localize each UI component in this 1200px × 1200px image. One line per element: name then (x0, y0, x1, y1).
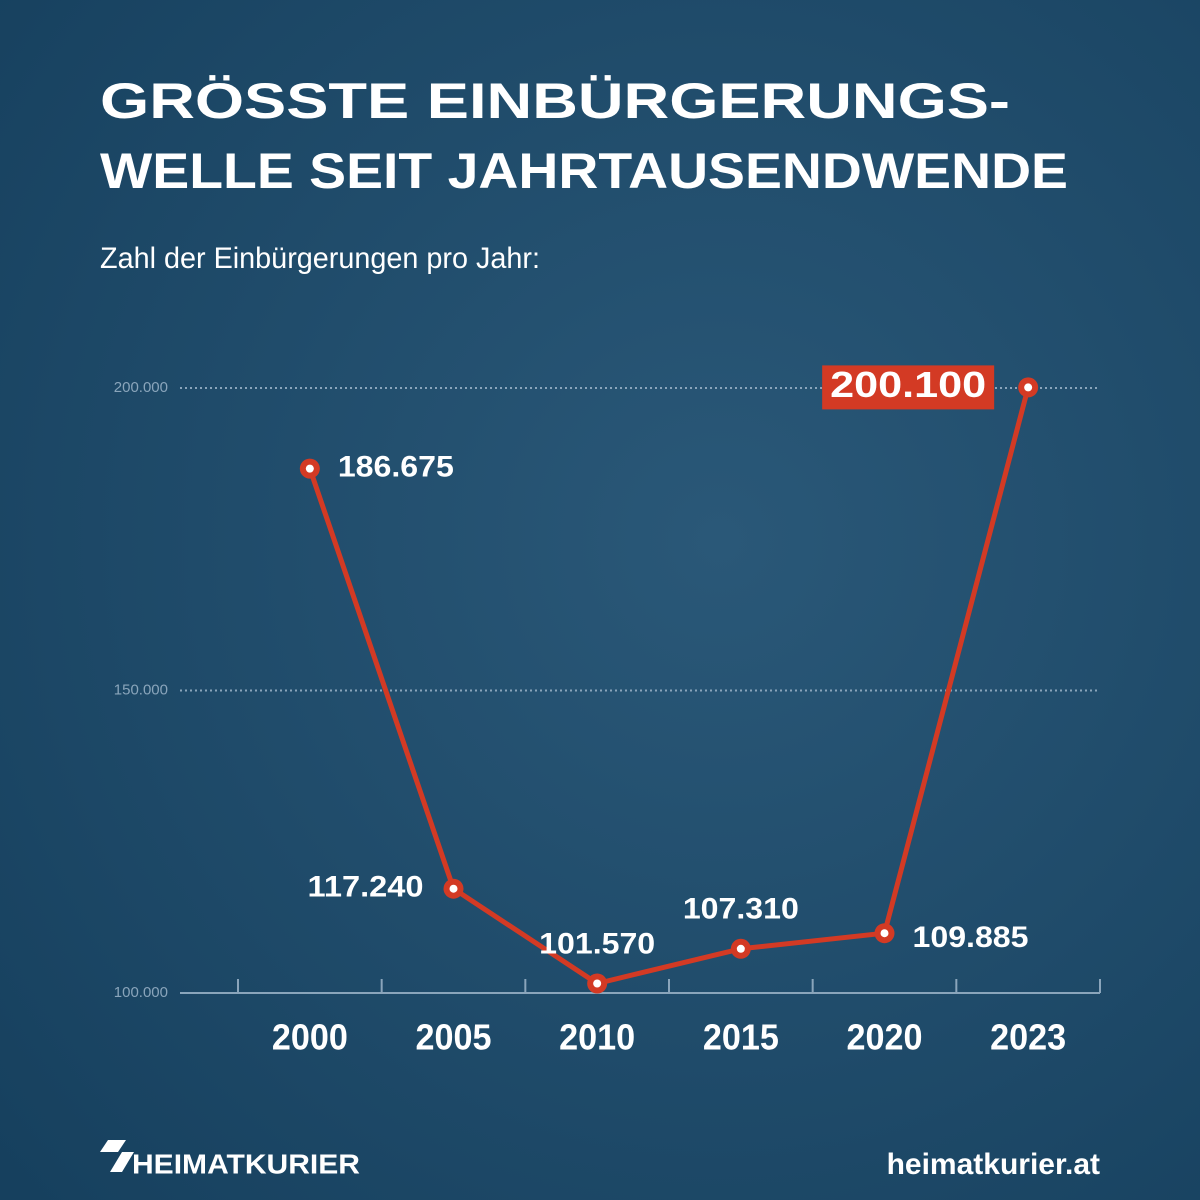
data-point-center (449, 884, 458, 893)
highlight-box (822, 365, 995, 410)
x-tick-label: 2015 (703, 1017, 779, 1058)
data-point-center (305, 464, 314, 473)
y-tick-label: 150.000 (114, 681, 168, 698)
value-label: 200.100 (830, 364, 986, 405)
x-tick-label: 2023 (990, 1017, 1066, 1058)
chart-subtitle: Zahl der Einbürgerungen pro Jahr: (100, 242, 540, 275)
data-point-center (593, 979, 602, 988)
value-label: 109.885 (913, 921, 1029, 954)
chart-title: GRÖSSTE EINBÜRGERUNGS- (100, 73, 1010, 129)
data-point-center (736, 944, 745, 953)
data-point-center (880, 929, 889, 938)
y-tick-label: 200.000 (114, 379, 168, 396)
value-label: 186.675 (338, 451, 454, 484)
chart-title: WELLE SEIT JAHRTAUSENDWENDE (100, 143, 1068, 199)
y-tick-label: 100.000 (114, 984, 168, 1001)
brand-url: heimatkurier.at (887, 1148, 1100, 1181)
value-label: 101.570 (539, 927, 655, 960)
value-label: 107.310 (683, 893, 799, 926)
value-label: 117.240 (308, 871, 424, 904)
data-line (307, 386, 1031, 987)
brand-name: HEIMATKURIER (132, 1148, 360, 1179)
data-point-center (1024, 383, 1033, 392)
x-tick-label: 2000 (272, 1017, 348, 1058)
x-tick-label: 2005 (416, 1017, 492, 1058)
x-tick-label: 2020 (847, 1017, 923, 1058)
brand-logo (100, 1140, 134, 1172)
x-tick-label: 2010 (559, 1017, 635, 1058)
